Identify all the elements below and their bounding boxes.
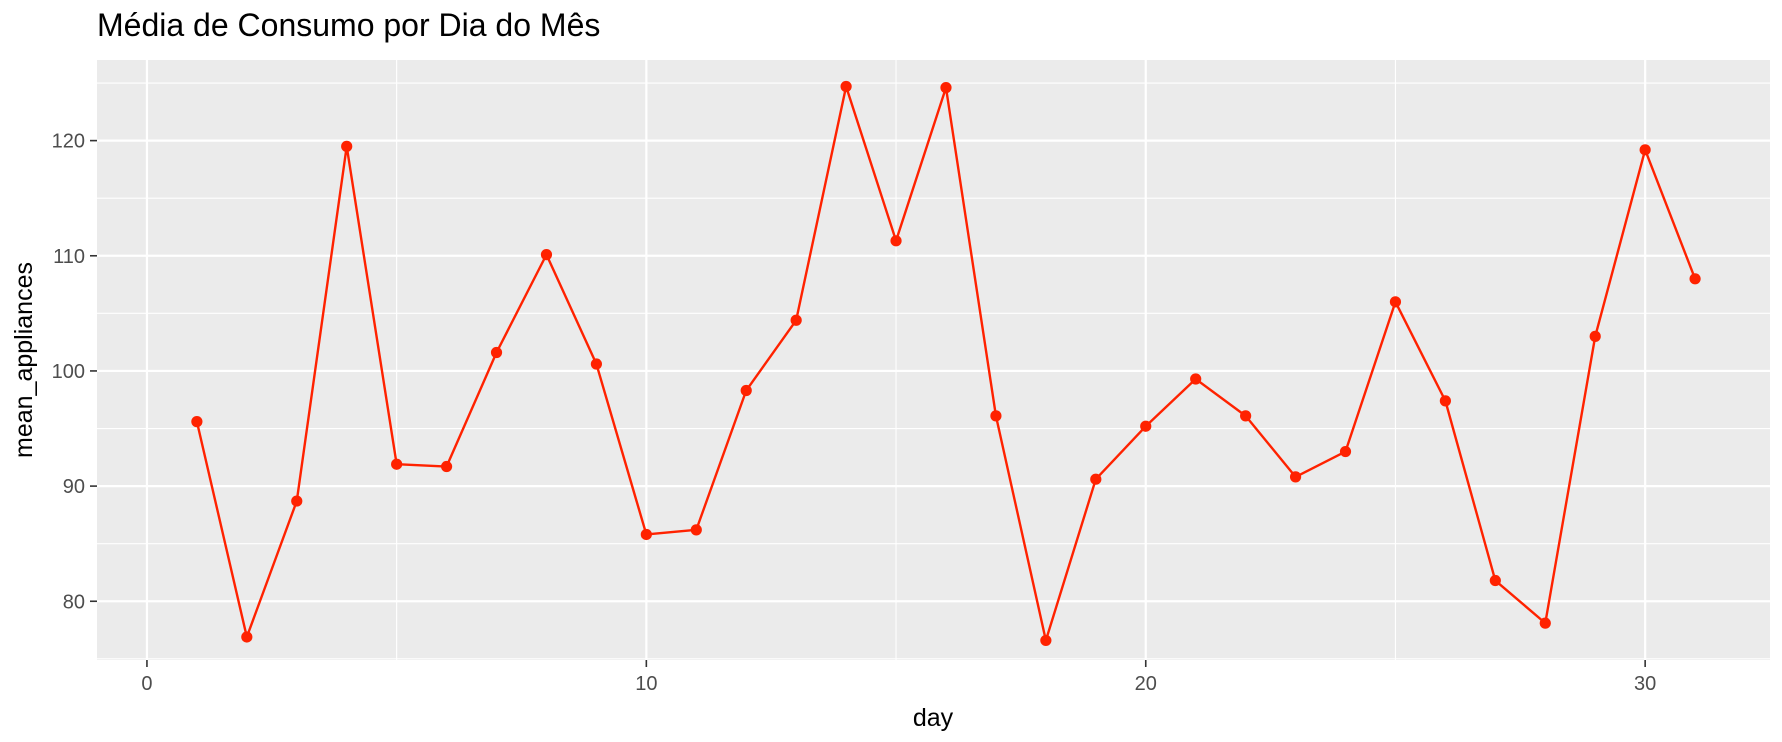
data-point: [590, 358, 603, 370]
x-tick-label: 30: [1634, 673, 1656, 695]
data-point: [1090, 473, 1102, 485]
y-tick-label: 100: [52, 361, 85, 383]
x-axis-title: day: [913, 704, 954, 732]
data-point: [1539, 617, 1551, 629]
series-layer: [191, 80, 1701, 647]
data-point: [1689, 273, 1701, 285]
y-axis: 80 90 100 110 120: [52, 131, 97, 613]
data-point: [1489, 574, 1501, 587]
data-point: [241, 631, 253, 643]
data-point: [341, 140, 353, 152]
y-axis-title: mean_appliances: [10, 262, 38, 458]
data-point: [940, 82, 952, 94]
x-tick-label: 20: [1135, 673, 1157, 695]
y-tick-label: 120: [52, 131, 85, 153]
data-point: [990, 410, 1002, 422]
y-tick-label: 90: [63, 476, 85, 498]
data-point: [1339, 445, 1352, 458]
data-point: [1140, 420, 1152, 432]
y-tick-label: 110: [53, 246, 85, 268]
chart-title: Média de Consumo por Dia do Mês: [97, 7, 600, 43]
data-point: [1439, 395, 1451, 407]
data-point: [790, 314, 802, 326]
x-tick-label: 0: [141, 673, 152, 695]
data-point: [740, 384, 752, 397]
data-point: [291, 495, 303, 507]
data-point: [840, 80, 852, 93]
data-point: [1289, 471, 1302, 483]
data-point: [1040, 634, 1052, 647]
data-point: [1589, 330, 1601, 342]
data-point: [1389, 296, 1402, 308]
data-point: [490, 346, 503, 359]
plot-panel: [97, 60, 1770, 660]
data-point: [1639, 144, 1651, 156]
data-point: [1190, 373, 1202, 385]
data-point: [191, 416, 203, 428]
grid-lines: [97, 60, 1770, 660]
data-point: [1240, 410, 1252, 422]
data-point: [690, 524, 702, 536]
data-point: [391, 458, 403, 470]
data-point: [440, 460, 453, 473]
x-tick-label: 10: [635, 673, 657, 695]
data-point: [640, 528, 652, 541]
data-point: [890, 235, 902, 247]
x-axis: 0 10 20 30: [141, 660, 1656, 695]
data-point: [540, 249, 553, 261]
y-tick-label: 80: [63, 591, 85, 613]
